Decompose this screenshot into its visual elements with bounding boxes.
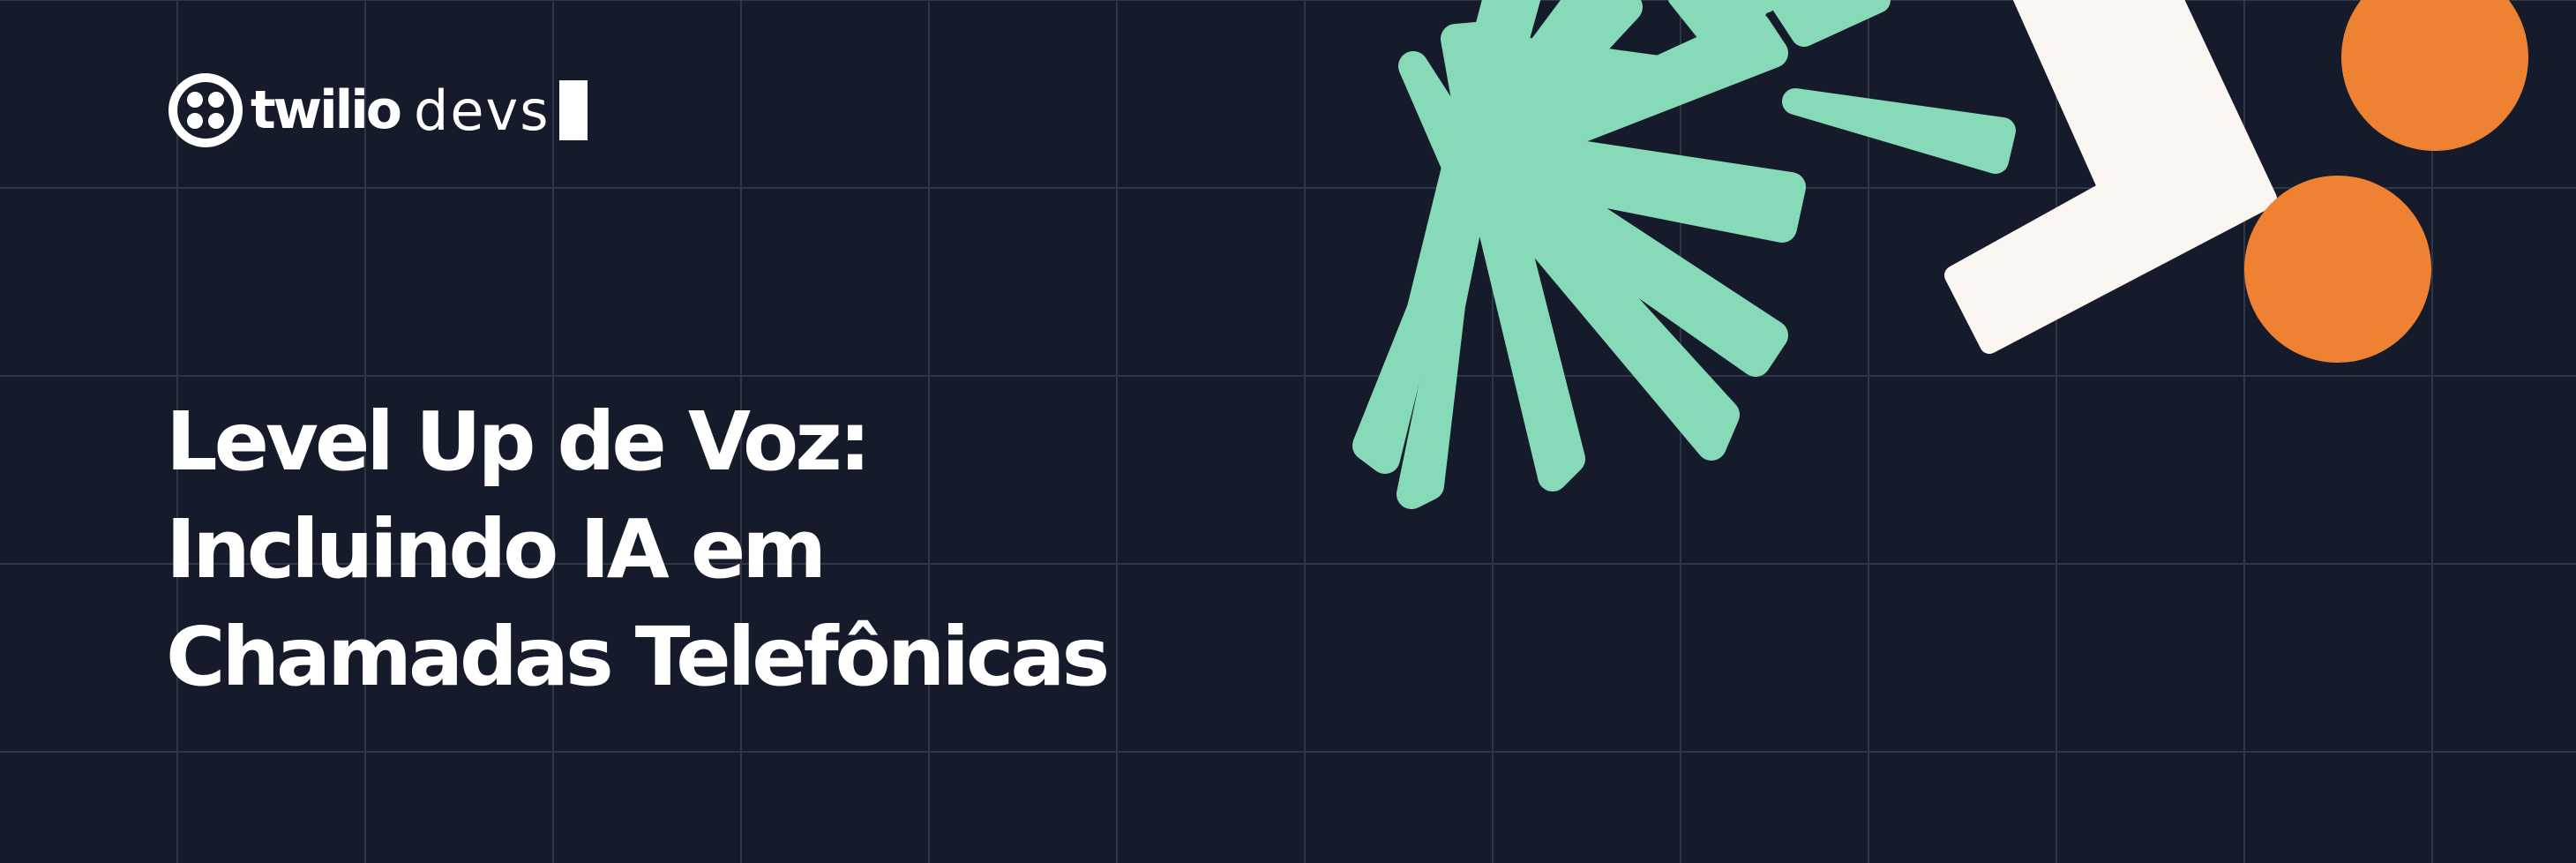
headline-line: Incluindo IA em xyxy=(166,502,827,597)
headline: Level Up de Voz: Incluindo IA em Chamada… xyxy=(166,388,1110,711)
headline-line: Level Up de Voz: xyxy=(166,394,872,489)
brand-suffix: devs xyxy=(414,78,550,143)
twilio-logo-icon xyxy=(168,73,243,147)
cursor-block xyxy=(558,80,588,140)
twilio-devs-logo[interactable]: twilio devs xyxy=(168,72,588,148)
brand-wordmark: twilio xyxy=(251,79,402,141)
orange-circle xyxy=(2341,0,2528,151)
headline-line: Chamadas Telefônicas xyxy=(166,610,1110,704)
asterisk-shape xyxy=(1451,0,2016,174)
chevron-shape xyxy=(1944,0,2277,354)
orange-circle xyxy=(2244,176,2431,363)
